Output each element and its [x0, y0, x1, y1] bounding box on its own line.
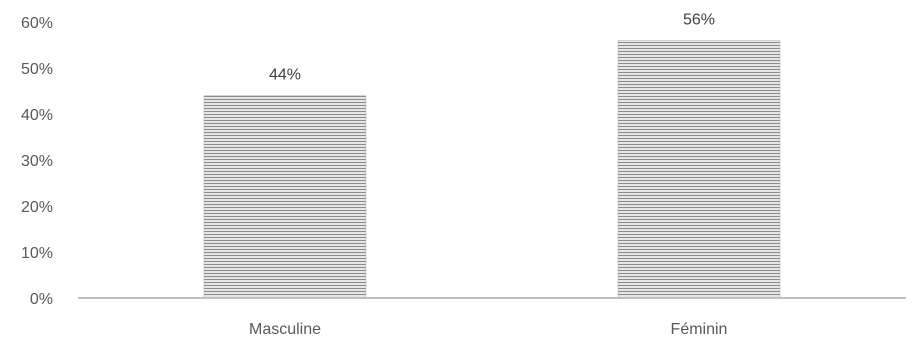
data-label: 44% — [269, 67, 301, 84]
y-tick-label: 50% — [21, 61, 53, 78]
x-category-label: Masculine — [249, 321, 321, 338]
bars — [203, 40, 781, 299]
y-axis-tick-labels: 0% 10% 20% 30% 40% 50% 60% — [21, 15, 53, 308]
bar-masculine — [203, 95, 367, 299]
y-tick-label: 0% — [30, 291, 53, 308]
y-tick-label: 10% — [21, 245, 53, 262]
data-labels: 44% 56% — [269, 11, 715, 83]
y-tick-label: 60% — [21, 15, 53, 32]
x-axis-category-labels: Masculine Féminin — [249, 321, 727, 338]
y-tick-label: 30% — [21, 153, 53, 170]
y-tick-label: 40% — [21, 107, 53, 124]
data-label: 56% — [683, 11, 715, 28]
x-category-label: Féminin — [671, 321, 728, 338]
bar-féminin — [617, 40, 781, 299]
y-tick-label: 20% — [21, 199, 53, 216]
